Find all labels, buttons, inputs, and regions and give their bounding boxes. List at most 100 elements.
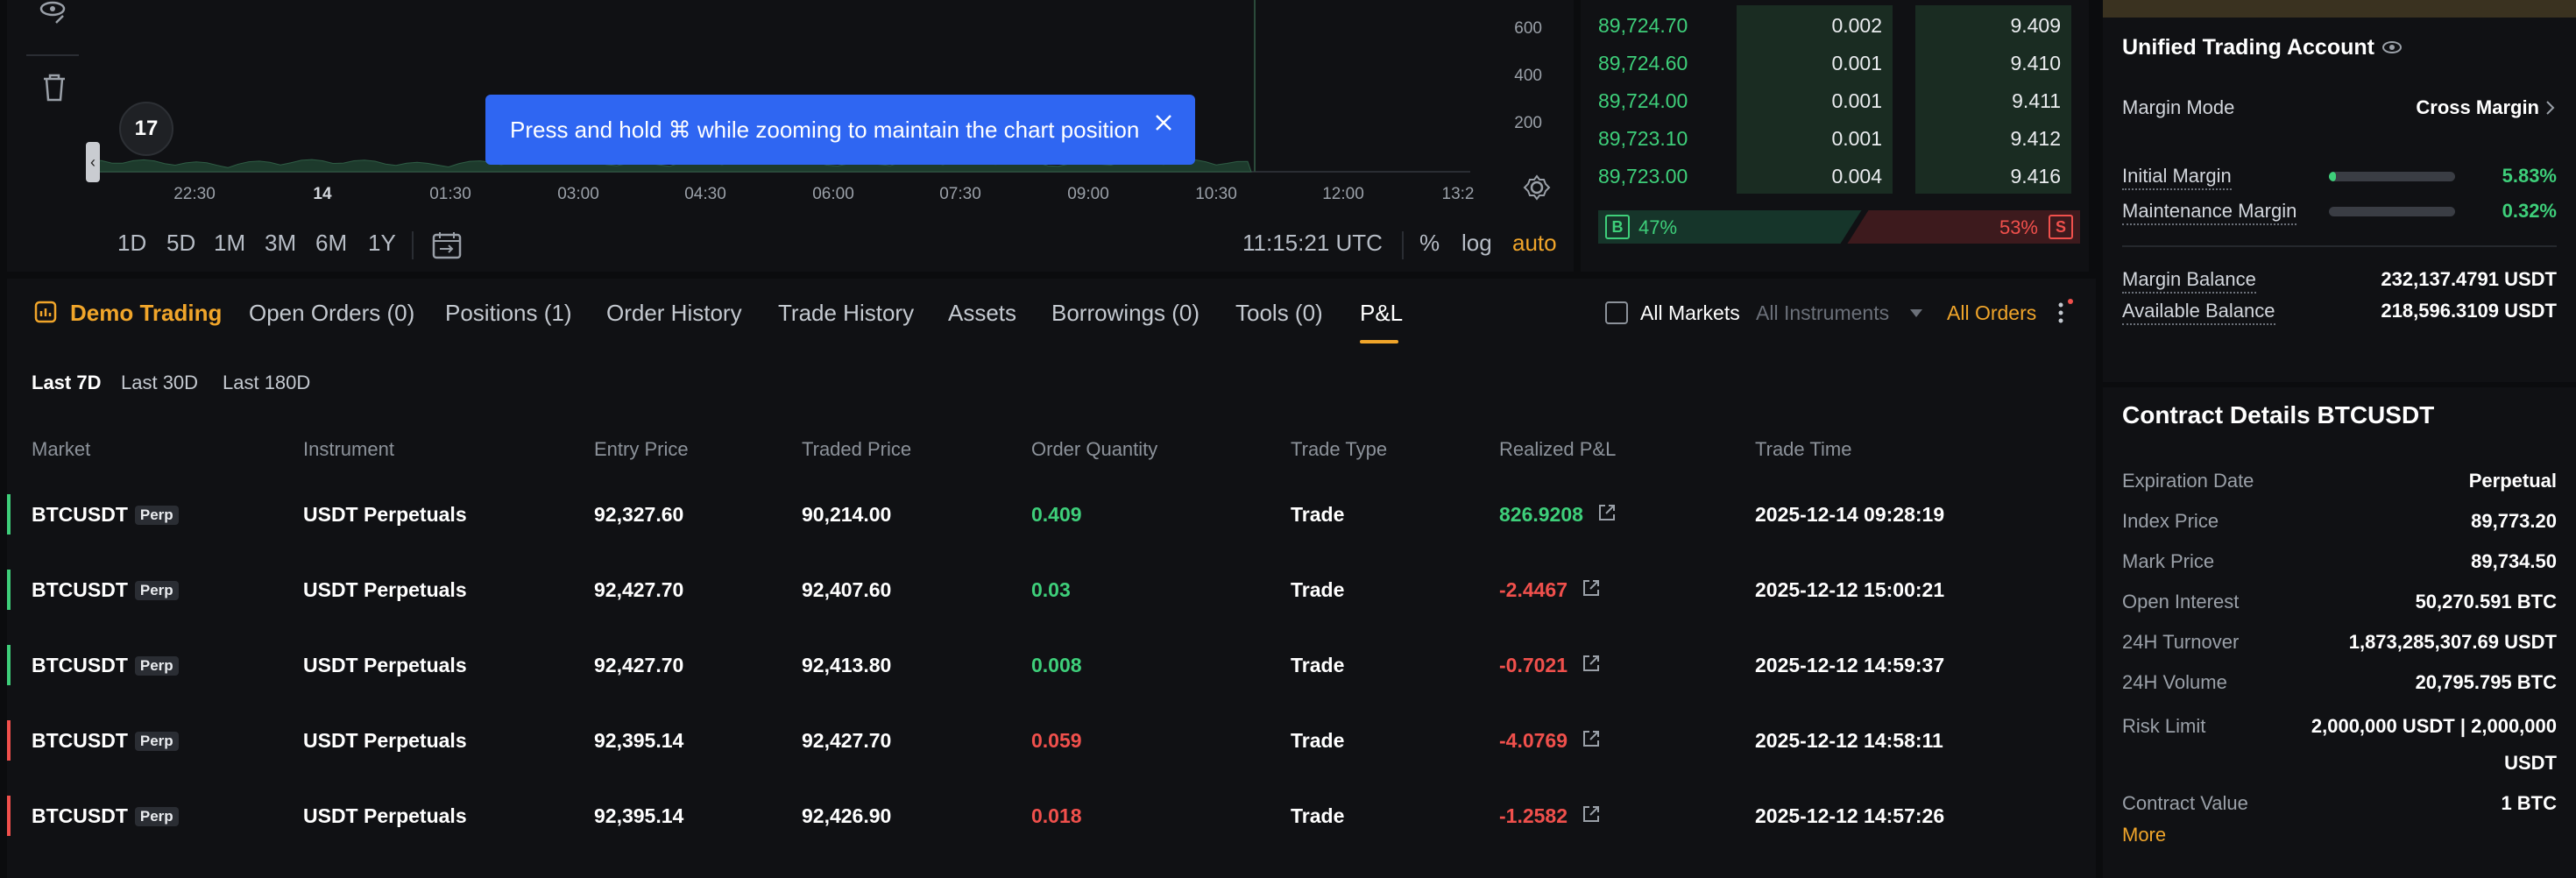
range-6m-button[interactable]: 6M	[315, 230, 348, 256]
perp-badge: Perp	[134, 732, 179, 751]
maintenance-margin-label[interactable]: Maintenance Margin	[2122, 200, 2297, 225]
orderbook-qty: 0.001	[1831, 127, 1882, 150]
tab-tools[interactable]: Tools (0)	[1235, 300, 1323, 326]
orderbook-price: 89,724.00	[1598, 89, 1688, 112]
percent-scale-toggle[interactable]: %	[1419, 230, 1440, 256]
collapse-toolbar-handle[interactable]: ‹	[86, 142, 100, 182]
available-balance-label[interactable]: Available Balance	[2122, 300, 2275, 325]
tab-borrowings[interactable]: Borrowings (0)	[1051, 300, 1200, 326]
side-indicator	[7, 645, 11, 685]
table-row[interactable]: BTCUSDT Perp USDT Perpetuals 92,327.60 90,21…	[7, 477, 2096, 552]
share-external-link-icon[interactable]	[1596, 501, 1618, 524]
entry-price-cell: 92,427.70	[594, 654, 684, 676]
realized-pnl-cell: -4.0769	[1499, 729, 1568, 752]
orderbook-row[interactable]: 89,723.00 0.004 9.416	[1581, 156, 2089, 194]
market-cell[interactable]: BTCUSDT Perp	[32, 503, 179, 527]
utc-clock[interactable]: 11:15:21 UTC	[1242, 230, 1383, 256]
trade-time-cell: 2025-12-12 15:00:21	[1755, 578, 1945, 601]
auto-scale-toggle[interactable]: auto	[1512, 230, 1557, 256]
share-external-link-icon[interactable]	[1580, 803, 1603, 825]
range-1m-button[interactable]: 1M	[214, 230, 246, 256]
contract-detail-value: 89,773.20	[2471, 510, 2557, 532]
orderbook-total: 9.411	[2012, 89, 2061, 112]
period-last-180d[interactable]: Last 180D	[223, 372, 311, 393]
tradingview-logo[interactable]: 17	[119, 102, 173, 156]
table-row[interactable]: BTCUSDT Perp USDT Perpetuals 92,395.14 92,42…	[7, 703, 2096, 778]
total-depth-bg	[1915, 156, 2071, 194]
range-5d-button[interactable]: 5D	[166, 230, 196, 256]
tab-assets[interactable]: Assets	[948, 300, 1017, 326]
tab-demo-trading[interactable]: Demo Trading	[70, 300, 223, 326]
margin-balance-label[interactable]: Margin Balance	[2122, 268, 2256, 294]
more-options-icon[interactable]	[2052, 298, 2075, 328]
more-link[interactable]: More	[2122, 824, 2167, 846]
column-header-entry-price: Entry Price	[594, 438, 689, 460]
orderbook-row[interactable]: 89,724.00 0.001 9.411	[1581, 81, 2089, 118]
orderbook-total: 9.416	[2010, 165, 2061, 188]
orderbook-qty: 0.001	[1831, 52, 1882, 74]
all-markets-label[interactable]: All Markets	[1640, 301, 1740, 324]
share-external-link-icon[interactable]	[1580, 652, 1603, 675]
range-3m-button[interactable]: 3M	[265, 230, 297, 256]
table-row[interactable]: BTCUSDT Perp USDT Perpetuals 92,427.70 92,41…	[7, 627, 2096, 703]
table-row[interactable]: BTCUSDT Perp USDT Perpetuals 92,427.70 92,40…	[7, 552, 2096, 627]
entry-price-cell: 92,395.14	[594, 729, 684, 752]
initial-margin-label[interactable]: Initial Margin	[2122, 165, 2232, 190]
share-external-link-icon[interactable]	[1580, 577, 1603, 599]
instrument-cell: USDT Perpetuals	[303, 804, 467, 827]
qty-depth-bg	[1737, 81, 1893, 118]
contract-details-panel: Contract Details BTCUSDT Expiration Date…	[2103, 387, 2576, 878]
available-balance-value: 218,596.3109 USDT	[2381, 300, 2557, 322]
zoom-hint-toast: Press and hold ⌘ while zooming to mainta…	[485, 95, 1195, 165]
trash-icon[interactable]	[32, 65, 77, 110]
time-tick: 03:00	[557, 185, 599, 203]
initial-margin-bar	[2329, 172, 2455, 181]
eye-edit-icon[interactable]	[32, 0, 77, 39]
toolbar-divider	[412, 231, 414, 259]
price-scale[interactable]: 600 400 200	[1472, 0, 1574, 201]
tab-pnl[interactable]: P&L	[1360, 300, 1404, 326]
settings-gear-icon[interactable]	[1521, 172, 1553, 203]
orderbook-row[interactable]: 89,724.60 0.001 9.410	[1581, 43, 2089, 81]
initial-margin-bar-fill	[2329, 172, 2337, 181]
tab-trade-history[interactable]: Trade History	[778, 300, 915, 326]
time-tick: 12:00	[1322, 185, 1364, 203]
market-symbol: BTCUSDT	[32, 729, 128, 752]
all-orders-filter[interactable]: All Orders	[1947, 301, 2037, 324]
realized-pnl-cell: -0.7021	[1499, 654, 1568, 676]
close-icon[interactable]	[1151, 110, 1176, 135]
order-quantity-cell: 0.018	[1031, 804, 1082, 827]
eye-icon[interactable]	[2381, 39, 2403, 56]
contract-detail-label: Open Interest	[2122, 591, 2240, 612]
total-depth-bg	[1915, 118, 2071, 156]
market-cell[interactable]: BTCUSDT Perp	[32, 654, 179, 677]
risk-limit-label: Risk Limit	[2122, 715, 2206, 737]
market-cell[interactable]: BTCUSDT Perp	[32, 804, 179, 828]
order-quantity-cell: 0.008	[1031, 654, 1082, 676]
period-last-7d[interactable]: Last 7D	[32, 372, 102, 393]
tab-order-history[interactable]: Order History	[606, 300, 742, 326]
orderbook-row[interactable]: 89,724.70 0.002 9.409	[1581, 5, 2089, 43]
all-instruments-select[interactable]: All Instruments	[1756, 301, 1890, 324]
trade-time-cell: 2025-12-12 14:58:11	[1755, 729, 1943, 752]
share-external-link-icon[interactable]	[1580, 727, 1603, 750]
contract-detail-value: 20,795.795 BTC	[2415, 671, 2557, 693]
tab-positions[interactable]: Positions (1)	[445, 300, 572, 326]
traded-price-cell: 90,214.00	[802, 503, 892, 526]
orderbook-price: 89,724.70	[1598, 14, 1688, 37]
trade-history-panel: Demo Trading Open Orders (0) Positions (…	[7, 279, 2096, 878]
orderbook-row[interactable]: 89,723.10 0.001 9.412	[1581, 118, 2089, 156]
range-1d-button[interactable]: 1D	[117, 230, 147, 256]
market-cell[interactable]: BTCUSDT Perp	[32, 729, 179, 753]
tab-open-orders[interactable]: Open Orders (0)	[249, 300, 415, 326]
market-cell[interactable]: BTCUSDT Perp	[32, 578, 179, 602]
date-range-calendar-icon[interactable]	[431, 230, 463, 261]
range-1y-button[interactable]: 1Y	[368, 230, 396, 256]
log-scale-toggle[interactable]: log	[1461, 230, 1492, 256]
all-markets-checkbox[interactable]	[1605, 301, 1628, 324]
period-last-30d[interactable]: Last 30D	[121, 372, 199, 393]
market-symbol: BTCUSDT	[32, 503, 128, 526]
table-row[interactable]: BTCUSDT Perp USDT Perpetuals 92,395.14 92,42…	[7, 778, 2096, 853]
account-title-row: Unified Trading Account	[2122, 35, 2557, 60]
contract-value-value: 1 BTC	[2501, 792, 2557, 814]
